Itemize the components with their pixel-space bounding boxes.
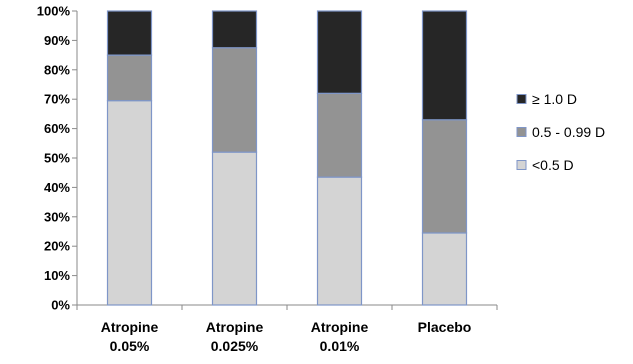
- legend-label: 0.5 - 0.99 D: [532, 124, 605, 140]
- y-tick-label: 50%: [44, 151, 70, 166]
- x-category-label-line: 0.05%: [110, 338, 150, 354]
- legend-swatch: [516, 94, 527, 104]
- bar-segment: [106, 100, 153, 306]
- bar-segment: [211, 10, 258, 49]
- x-category-label: Atropine 0.025%: [206, 319, 264, 354]
- x-category-label: Placebo: [418, 319, 472, 335]
- bar-segment: [421, 10, 468, 121]
- bar-segment: [106, 10, 153, 56]
- y-tick-label: 100%: [37, 4, 71, 19]
- legend-swatch: [516, 127, 527, 137]
- legend-label: ≥ 1.0 D: [532, 91, 577, 107]
- bar-segment: [316, 10, 363, 94]
- bar-segment: [316, 176, 363, 306]
- y-tick-label: 90%: [44, 33, 70, 48]
- y-tick-label: 40%: [44, 180, 70, 195]
- bar-segment: [211, 151, 258, 306]
- y-tick-label: 70%: [44, 92, 70, 107]
- legend-label: <0.5 D: [532, 157, 574, 173]
- bar-segment: [421, 119, 468, 234]
- x-category-label-line: Placebo: [418, 319, 472, 335]
- y-tick-label: 10%: [44, 268, 70, 283]
- x-category-label: Atropine 0.05%: [101, 319, 159, 354]
- legend-swatch: [516, 160, 527, 170]
- x-category-label-line: Atropine: [311, 319, 369, 335]
- y-tick-label: 60%: [44, 121, 70, 136]
- bar-segment: [106, 54, 153, 102]
- y-tick-label: 0%: [51, 298, 70, 313]
- x-category-label-line: Atropine: [206, 319, 264, 335]
- bar-segment: [211, 47, 258, 153]
- y-tick-label: 30%: [44, 209, 70, 224]
- x-category-label-line: Atropine: [101, 319, 159, 335]
- bar-segment: [316, 92, 363, 178]
- y-tick-label: 80%: [44, 62, 70, 77]
- y-tick-label: 20%: [44, 239, 70, 254]
- x-category-label: Atropine 0.01%: [311, 319, 369, 354]
- x-category-label-line: 0.01%: [320, 338, 360, 354]
- x-category-label-line: 0.025%: [211, 338, 259, 354]
- bar-segment: [421, 232, 468, 306]
